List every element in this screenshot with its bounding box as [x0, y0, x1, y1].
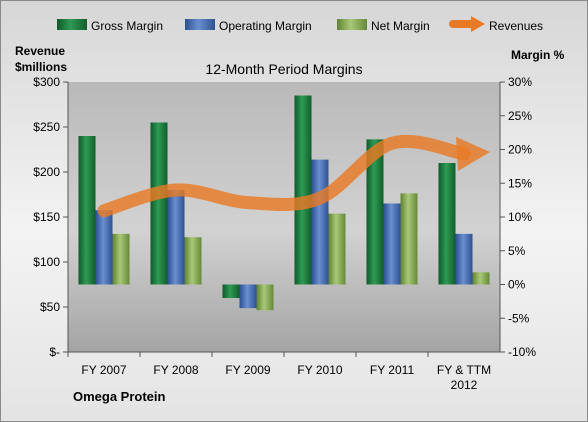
y-left-label-line2: $millions [15, 60, 67, 74]
y-right-label: Margin % [511, 48, 565, 62]
revenue-point-fy-2009 [247, 201, 249, 203]
bar-gross-margin-fy-2011 [366, 139, 384, 285]
y-left-label-line1: Revenue [15, 44, 65, 58]
bar-operating-margin-fy-2007 [95, 210, 113, 285]
y-axis-right: 30% 25% 20% 15% 10% 5% 0% -5% -10% [499, 75, 536, 359]
x-tick-label-fy-2010: FY 2010 [297, 363, 342, 377]
y-right-tick-label: 25% [508, 109, 532, 123]
revenues-arrowhead [456, 137, 490, 171]
y-right-tick-label: 5% [508, 244, 526, 258]
plot-area [68, 82, 500, 352]
bar-net-margin-fy-2008 [184, 237, 202, 285]
y-left-tick-label: $250 [33, 120, 60, 134]
legend-label-net-margin: Net Margin [371, 19, 430, 33]
bar-net-margin-fy-2007 [112, 233, 130, 285]
x-tick-label-fy-2007: FY 2007 [81, 363, 126, 377]
y-right-tick-label: 0% [508, 278, 526, 292]
y-right-tick-label: 15% [508, 176, 532, 190]
x-tick-label-fy-2011: FY 2011 [370, 363, 415, 377]
company-label: Omega Protein [73, 389, 166, 404]
y-left-tick-label: $- [49, 345, 60, 359]
legend-arrowhead-revenues [471, 16, 485, 32]
legend-label-operating-margin: Operating Margin [219, 19, 312, 33]
y-left-tick-label: $150 [33, 210, 60, 224]
y-axis-left: $300 $250 $200 $150 $100 $50 $- [33, 75, 69, 359]
legend-swatch-gross-margin [57, 19, 87, 30]
bar-gross-margin-fy-2010 [294, 95, 312, 285]
legend-label-gross-margin: Gross Margin [91, 19, 163, 33]
revenue-line-layer [97, 134, 490, 218]
y-right-tick-label: -5% [508, 311, 530, 325]
legend-swatch-net-margin [337, 19, 367, 30]
bars-layer [78, 95, 490, 311]
bar-gross-margin-fy-ttm-2012 [438, 163, 456, 285]
revenue-point-fy-2010 [319, 197, 321, 199]
revenue-point-fy-ttm-2012 [463, 153, 465, 155]
bar-net-margin-fy-ttm-2012 [472, 272, 490, 285]
bar-operating-margin-fy-2009 [239, 284, 257, 309]
revenue-point-fy-2007 [103, 210, 105, 212]
bar-gross-margin-fy-2007 [78, 136, 96, 285]
x-tick-label-fy-ttm-2012: FY & TTM 2012 [437, 363, 491, 392]
legend: Gross Margin Operating Margin Net Margin… [57, 16, 543, 33]
y-right-tick-label: 20% [508, 143, 532, 157]
y-left-tick-label: $100 [33, 255, 60, 269]
legend-swatch-operating-margin [185, 19, 215, 30]
x-axis: FY 2007 FY 2008 FY 2009 FY 2010 FY 2011 FY & … [67, 351, 500, 392]
bar-net-margin-fy-2011 [400, 193, 418, 285]
bar-operating-margin-fy-ttm-2012 [455, 233, 473, 285]
y-right-tick-label: -10% [508, 345, 536, 359]
x-tick-label-fy-2008: FY 2008 [153, 363, 198, 377]
bar-operating-margin-fy-2011 [383, 203, 401, 285]
bar-gross-margin-fy-2008 [150, 122, 168, 285]
y-left-tick-label: $200 [33, 165, 60, 179]
bar-gross-margin-fy-2009 [222, 284, 240, 298]
bar-net-margin-fy-2010 [328, 213, 346, 285]
y-right-tick-label: 10% [508, 210, 532, 224]
bar-operating-margin-fy-2008 [167, 190, 185, 285]
revenues-line [97, 134, 471, 218]
revenue-point-fy-2011 [391, 142, 393, 144]
y-left-tick-label: $50 [40, 300, 60, 314]
y-left-tick-label: $300 [33, 75, 60, 89]
y-right-tick-label: 30% [508, 75, 532, 89]
legend-label-revenues: Revenues [489, 19, 543, 33]
revenue-point-fy-2008 [175, 189, 177, 191]
x-tick-label-fy-2009: FY 2009 [225, 363, 270, 377]
bar-operating-margin-fy-2010 [311, 159, 329, 285]
bar-net-margin-fy-2009 [256, 284, 274, 311]
chart-title: 12-Month Period Margins [205, 61, 362, 77]
